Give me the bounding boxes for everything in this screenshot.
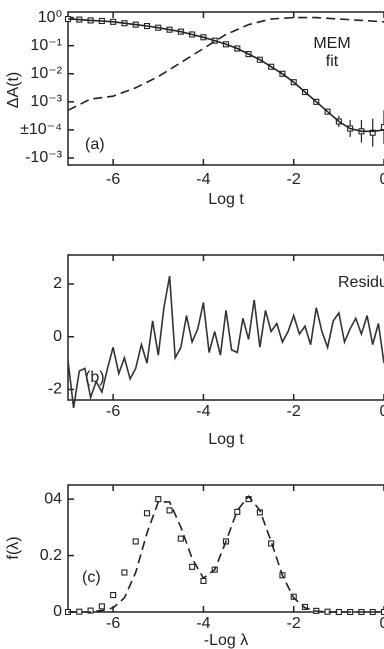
- y-tick-label: 0: [53, 603, 62, 620]
- data-point: [143, 510, 151, 517]
- plot-frame: [67, 254, 384, 401]
- data-point: [380, 124, 384, 131]
- y-tick-label: 04: [44, 490, 62, 507]
- y-axis-label: f(λ): [5, 536, 22, 559]
- x-axis-label: -Log λ: [204, 632, 248, 649]
- annotation: (a): [85, 136, 105, 153]
- x-tick-label: -4: [196, 171, 210, 188]
- data-point: [200, 577, 207, 585]
- x-tick-label: -2: [287, 615, 301, 632]
- data-point: [121, 569, 128, 576]
- data-line: [68, 495, 384, 613]
- x-axis-label: Log t: [208, 191, 244, 208]
- data-point: [155, 496, 162, 503]
- x-tick-label: -6: [106, 403, 120, 420]
- x-tick-label: -2: [287, 171, 301, 188]
- y-axis-label: ΔA(t): [5, 72, 22, 108]
- x-axis-label: Log t: [208, 431, 244, 448]
- annotation: Residuals: [338, 274, 384, 291]
- y-tick-label: 10⁻³: [30, 93, 62, 110]
- data-point: [268, 540, 275, 547]
- y-tick-label: 10⁻²: [30, 65, 62, 82]
- x-tick-label: -6: [106, 615, 120, 632]
- x-tick-label: -2: [287, 403, 301, 420]
- y-tick-label: 2: [53, 275, 62, 292]
- data-line: [67, 16, 384, 112]
- x-tick-label: -6: [106, 171, 120, 188]
- x-tick-label: 0: [380, 403, 384, 420]
- data-point: [234, 508, 241, 515]
- x-tick-label: -4: [196, 615, 210, 632]
- annotation: (c): [82, 569, 101, 586]
- x-tick-label: -4: [196, 403, 210, 420]
- y-tick-label: -2: [48, 381, 62, 398]
- data-point: [76, 608, 83, 615]
- y-tick-label: ±10⁻⁴: [20, 121, 62, 138]
- y-tick-label: 0: [53, 328, 62, 345]
- data-point: [87, 607, 94, 614]
- y-tick-label: -10⁻³: [25, 149, 63, 166]
- data-point: [177, 535, 184, 542]
- data-point: [166, 507, 173, 514]
- data-point: [189, 563, 196, 570]
- plot-frame: [67, 11, 384, 166]
- annotation: fit: [326, 53, 339, 70]
- data-line: [67, 18, 384, 133]
- plot-frame: [67, 484, 384, 613]
- y-tick-label: 0.2: [40, 547, 62, 564]
- x-tick-label: 0: [380, 171, 384, 188]
- x-tick-label: 0: [380, 615, 384, 632]
- annotation: (b): [85, 369, 105, 386]
- data-point: [369, 129, 376, 136]
- y-tick-label: 10⁰: [38, 9, 62, 26]
- data-point: [132, 538, 139, 545]
- data-point: [98, 603, 105, 610]
- data-line: [67, 275, 384, 409]
- annotation: MEM: [313, 35, 350, 52]
- y-tick-label: 10⁻¹: [30, 37, 62, 54]
- data-point: [380, 608, 384, 616]
- data-point: [110, 592, 117, 599]
